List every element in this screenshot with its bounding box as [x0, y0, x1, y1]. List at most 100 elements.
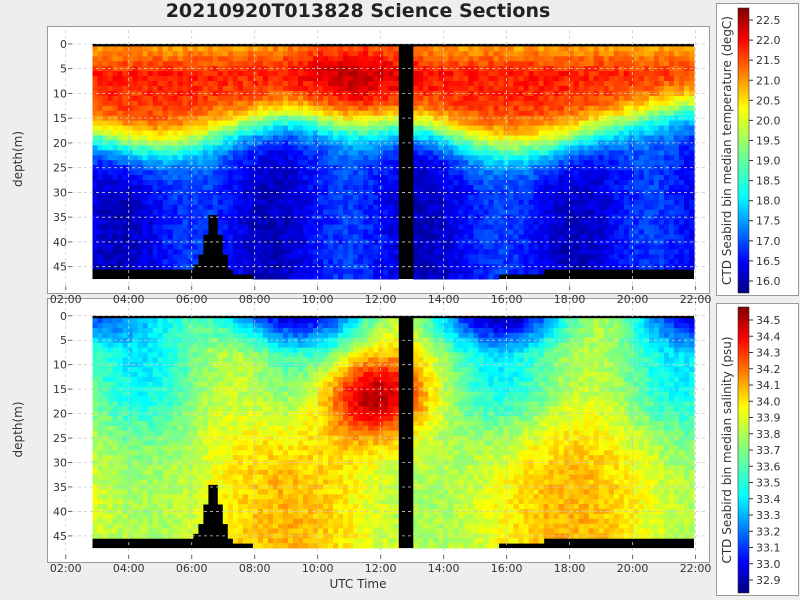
heat-cell [583, 165, 590, 171]
heat-cell [503, 61, 510, 67]
heat-cell [513, 125, 520, 131]
heat-cell [538, 175, 545, 181]
heat-cell [232, 155, 239, 161]
heat-cell [368, 155, 374, 161]
heat-cell [207, 56, 214, 62]
heat-cell [553, 115, 560, 122]
heat-cell [638, 120, 645, 126]
heat-cell [137, 224, 144, 230]
heat-cell [102, 214, 109, 221]
heat-cell [488, 81, 495, 87]
heat-cell [207, 155, 214, 161]
heat-cell [638, 170, 645, 176]
heat-cell [448, 259, 454, 265]
heat-cell [428, 259, 434, 265]
heat-cell [498, 61, 505, 67]
heat-cell [137, 120, 144, 126]
heat-cell [558, 199, 565, 206]
heat-cell [162, 145, 169, 151]
heat-cell [623, 125, 630, 131]
heat-cell [92, 175, 99, 181]
heat-cell [232, 229, 239, 235]
heat-cell [348, 76, 354, 82]
heat-cell [553, 135, 560, 141]
heat-cell [428, 105, 434, 112]
heat-cell [283, 135, 289, 141]
heat-cell [293, 194, 299, 201]
heat-cell [132, 76, 139, 82]
heat-cell [573, 234, 580, 240]
heat-cell [308, 249, 314, 255]
heat-cell [423, 51, 429, 57]
heat-cell [483, 170, 490, 176]
heat-cell [478, 120, 485, 126]
heat-cell [453, 254, 459, 260]
heat-cell [227, 135, 234, 141]
heat-cell [573, 130, 580, 136]
heat-cell [528, 110, 535, 117]
heat-cell [438, 61, 444, 67]
heat-cell [273, 219, 279, 225]
heat-cell [147, 224, 154, 230]
heat-cell [508, 155, 515, 161]
heat-cell [273, 66, 279, 72]
heat-cell [187, 51, 194, 57]
heat-cell [252, 90, 259, 97]
heat-cell [583, 145, 590, 151]
heat-cell [257, 269, 264, 275]
heat-cell [373, 219, 379, 225]
heat-cell [473, 209, 479, 216]
heat-cell [172, 130, 179, 136]
heat-cell [237, 135, 244, 141]
heat-cell [348, 145, 354, 151]
heat-cell [643, 219, 650, 225]
heat-cell [107, 194, 114, 201]
heat-cell [262, 86, 269, 92]
heat-cell [172, 249, 179, 255]
heat-cell [353, 76, 359, 82]
heat-cell [543, 185, 550, 191]
heat-cell [353, 130, 359, 136]
heat-cell [112, 175, 119, 181]
heat-cell [237, 259, 244, 265]
heat-cell [523, 194, 530, 201]
heat-cell [102, 264, 109, 270]
heat-cell [563, 56, 570, 62]
heat-cell [137, 95, 144, 102]
heat-cell [147, 105, 154, 112]
heat-cell [303, 145, 309, 151]
heat-cell [518, 61, 525, 67]
heat-cell [318, 135, 324, 141]
heat-cell [538, 185, 545, 191]
heat-cell [323, 204, 329, 211]
heat-cell [323, 120, 329, 126]
heat-cell [293, 76, 299, 82]
heat-cell [633, 145, 640, 151]
heat-cell [358, 76, 364, 82]
heat-cell [443, 269, 449, 275]
heat-cell [413, 110, 419, 117]
heat-cell [202, 125, 209, 131]
heat-cell [167, 86, 174, 92]
heat-cell [273, 95, 279, 102]
heat-cell [533, 269, 540, 275]
heat-cell [102, 229, 109, 235]
heat-cell [553, 194, 560, 201]
heat-cell [122, 259, 129, 265]
heat-cell [308, 244, 314, 250]
heat-cell [278, 125, 284, 131]
heat-cell [443, 56, 449, 62]
heat-cell [147, 86, 154, 92]
heat-cell [318, 100, 324, 107]
heat-cell [197, 155, 204, 161]
heat-cell [548, 90, 555, 97]
heat-cell [247, 239, 254, 245]
heat-cell [298, 51, 304, 57]
heat-cell [578, 170, 585, 176]
heat-cell [162, 61, 169, 67]
heat-cell [313, 76, 319, 82]
heat-cell [122, 244, 129, 250]
heat-cell [247, 81, 254, 87]
heat-cell [478, 269, 485, 275]
heat-cell [182, 170, 189, 176]
